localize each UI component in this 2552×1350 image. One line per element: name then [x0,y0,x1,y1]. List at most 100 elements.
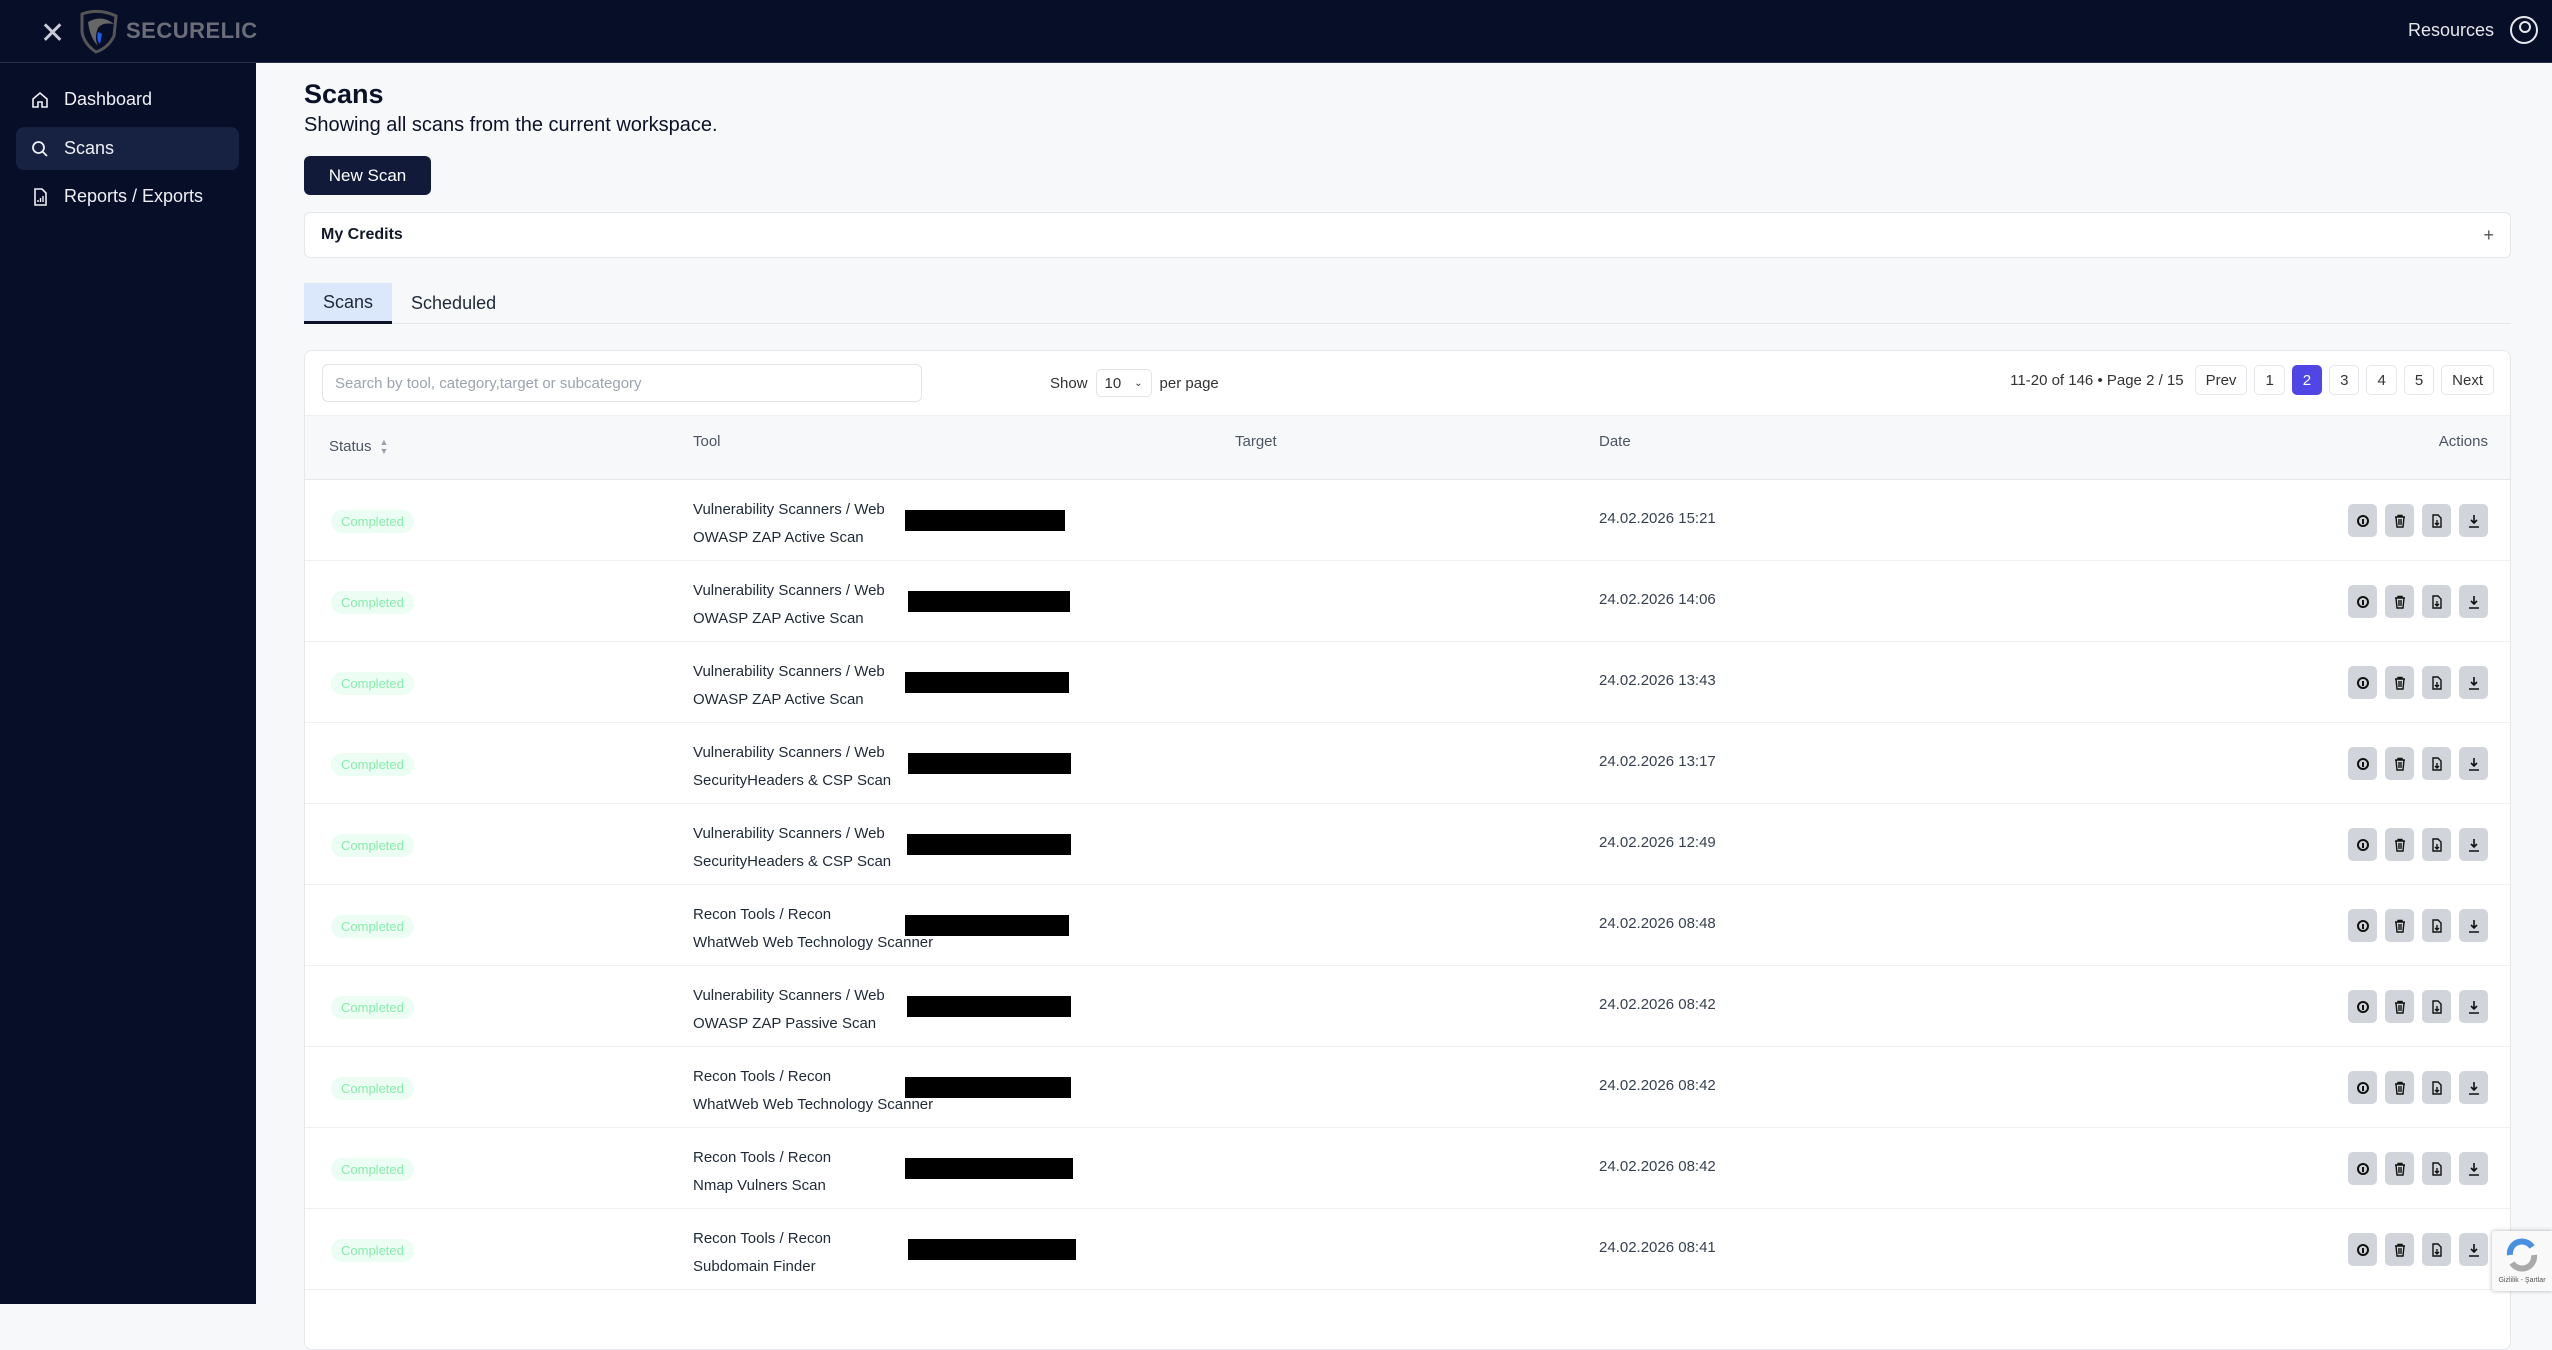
tab-scheduled[interactable]: Scheduled [411,293,497,313]
view-details-button[interactable] [2348,990,2377,1023]
status-badge: Completed [331,996,414,1019]
scan-date: 24.02.2026 13:17 [1599,753,1716,770]
tool-name: WhatWeb Web Technology Scanner [693,934,934,951]
tool-name: OWASP ZAP Active Scan [693,529,864,546]
sidebar-item-dashboard[interactable]: Dashboard [16,78,239,121]
tool-cell: Vulnerability Scanners / Web SecurityHead… [693,820,891,876]
scan-date: 24.02.2026 08:42 [1599,1158,1716,1175]
delete-button[interactable] [2385,585,2414,618]
expand-credits-icon[interactable]: + [2483,224,2494,245]
delete-button[interactable] [2385,666,2414,699]
redacted-target [907,834,1071,855]
new-scan-button[interactable]: New Scan [304,156,431,195]
tool-cell: Vulnerability Scanners / Web OWASP ZAP Ac… [693,577,885,633]
tool-cell: Vulnerability Scanners / Web OWASP ZAP Ac… [693,496,885,552]
resources-link[interactable]: Resources [2407,20,2494,40]
page-1-button[interactable]: 1 [2254,365,2285,395]
table-header: Status ▲ ▼ Tool Target Date Actions [305,415,2510,480]
report-download-icon [2431,594,2442,609]
download-button[interactable] [2459,909,2488,942]
sort-icon[interactable]: ▲ ▼ [379,437,389,457]
table-row: Completed Vulnerability Scanners / Web OW… [305,480,2510,561]
sidebar-item-reports-exports[interactable]: Reports / Exports [16,175,239,218]
status-column-header[interactable]: Status ▲ ▼ [329,437,389,457]
details-icon [2356,919,2369,932]
delete-button[interactable] [2385,828,2414,861]
per-page-select[interactable]: 10 ⌄ [1095,369,1152,397]
pagination-info: 11-20 of 146 • Page 2 / 15 [2010,371,2184,389]
delete-button[interactable] [2385,747,2414,780]
download-icon [2468,1162,2479,1176]
view-details-button[interactable] [2348,1071,2377,1104]
view-details-button[interactable] [2348,585,2377,618]
tool-name: Subdomain Finder [693,1258,816,1275]
sidebar-item-scans[interactable]: Scans [16,127,239,170]
close-icon[interactable]: ✕ [40,17,66,50]
view-details-button[interactable] [2348,828,2377,861]
page-2-button[interactable]: 2 [2291,365,2323,395]
download-button[interactable] [2459,1152,2488,1185]
download-button[interactable] [2459,504,2488,537]
tool-name: SecurityHeaders & CSP Scan [693,853,892,870]
report-button[interactable] [2422,747,2451,780]
report-button[interactable] [2422,666,2451,699]
view-details-button[interactable] [2348,747,2377,780]
page-3-button[interactable]: 3 [2329,365,2360,395]
report-button[interactable] [2422,585,2451,618]
view-details-button[interactable] [2348,1233,2377,1266]
report-download-icon [2431,513,2442,528]
prev-page-button[interactable]: Prev [2194,365,2248,395]
row-actions [2348,585,2488,618]
trash-icon [2394,676,2405,690]
download-button[interactable] [2459,1071,2488,1104]
delete-button[interactable] [2385,1233,2414,1266]
tab-scans[interactable]: Scans [304,283,393,324]
row-actions [2348,909,2488,942]
view-details-button[interactable] [2348,504,2377,537]
download-icon [2468,838,2479,852]
my-credits-panel[interactable]: My Credits + [304,212,2511,258]
report-button[interactable] [2422,1152,2451,1185]
details-icon [2356,1081,2369,1094]
download-icon [2468,595,2479,609]
tool-category: Recon Tools / Recon [693,906,832,923]
row-actions [2348,747,2488,780]
report-download-icon [2431,1080,2442,1095]
delete-button[interactable] [2385,909,2414,942]
download-button[interactable] [2459,666,2488,699]
view-details-button[interactable] [2348,909,2377,942]
recaptcha-badge[interactable]: Gizlilik - Şartlar [2492,1231,2552,1291]
page-5-button[interactable]: 5 [2403,365,2435,395]
redacted-target [908,591,1070,612]
download-button[interactable] [2459,747,2488,780]
delete-button[interactable] [2385,504,2414,537]
report-button[interactable] [2422,1071,2451,1104]
page-title: Scans [304,79,384,109]
download-button[interactable] [2459,828,2488,861]
report-download-icon [2431,918,2442,933]
page-4-button[interactable]: 4 [2366,365,2397,395]
report-button[interactable] [2422,990,2451,1023]
user-account-icon[interactable] [2510,16,2538,44]
download-button[interactable] [2459,585,2488,618]
delete-button[interactable] [2385,990,2414,1023]
next-page-button[interactable]: Next [2441,365,2494,395]
date-column-header: Date [1599,433,1631,450]
download-button[interactable] [2459,1233,2488,1266]
report-button[interactable] [2422,504,2451,537]
delete-button[interactable] [2385,1071,2414,1104]
report-button[interactable] [2422,909,2451,942]
redacted-target [905,510,1065,531]
view-details-button[interactable] [2348,666,2377,699]
tool-cell: Recon Tools / Recon Nmap Vulners Scan [693,1144,831,1200]
view-details-button[interactable] [2348,1152,2377,1185]
delete-button[interactable] [2385,1152,2414,1185]
details-icon [2356,1162,2369,1175]
row-actions [2348,1233,2488,1266]
report-button[interactable] [2422,828,2451,861]
report-button[interactable] [2422,1233,2451,1266]
trash-icon [2394,1081,2405,1095]
status-badge: Completed [331,915,414,938]
download-button[interactable] [2459,990,2488,1023]
search-input[interactable] [322,364,922,402]
